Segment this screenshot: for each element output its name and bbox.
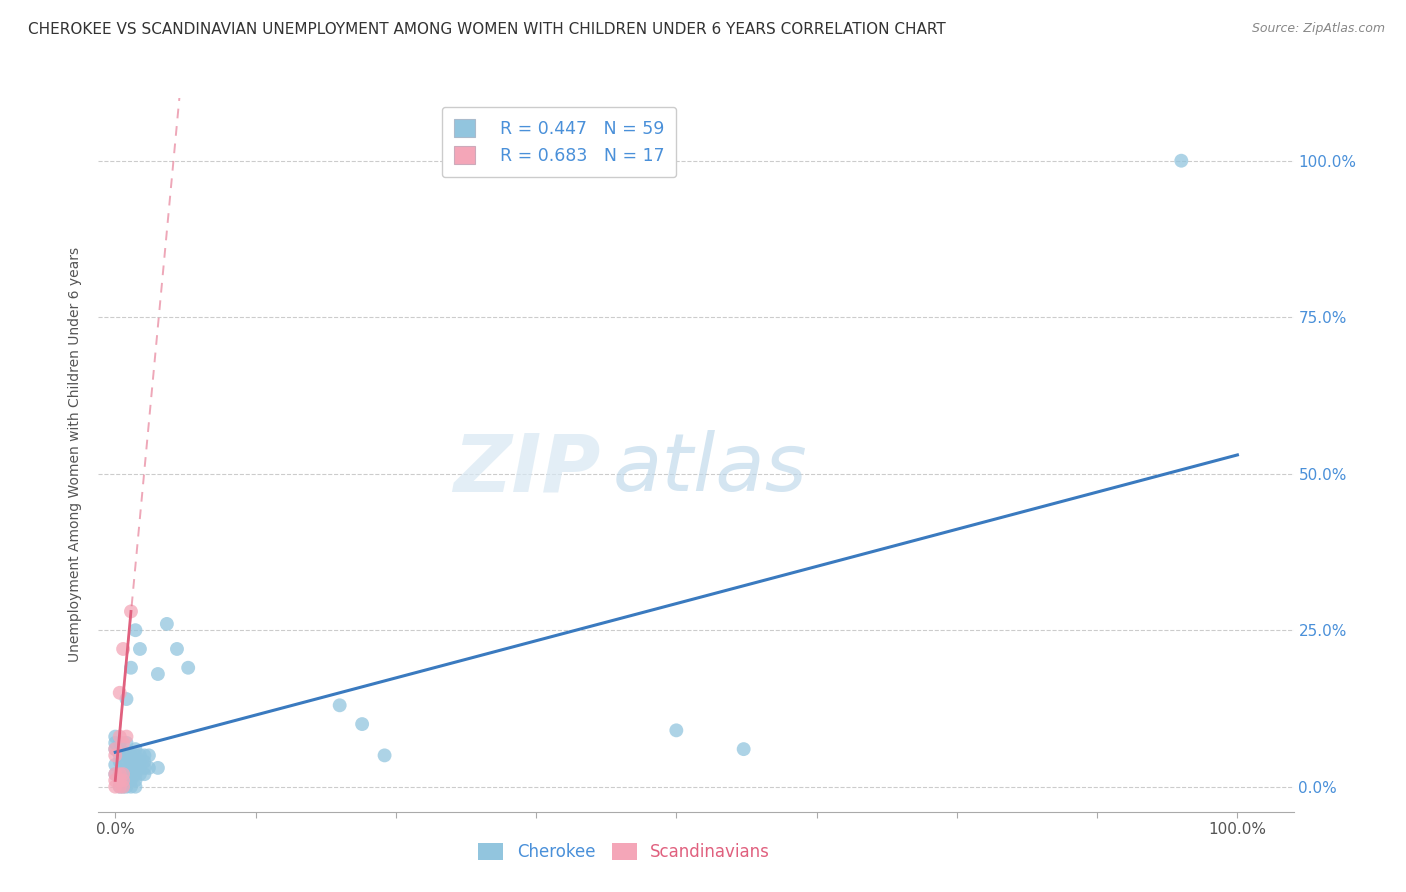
Point [104, 767, 127, 781]
Point [134, 761, 156, 775]
Point [104, 773, 127, 788]
Point [115, 692, 138, 706]
Point [115, 767, 138, 781]
Point [112, 642, 135, 657]
Point [112, 767, 135, 781]
Point [108, 773, 131, 788]
Text: CHEROKEE VS SCANDINAVIAN UNEMPLOYMENT AMONG WOMEN WITH CHILDREN UNDER 6 YEARS CO: CHEROKEE VS SCANDINAVIAN UNEMPLOYMENT AM… [28, 22, 946, 37]
Point [115, 730, 138, 744]
Point [146, 667, 169, 681]
Text: Source: ZipAtlas.com: Source: ZipAtlas.com [1251, 22, 1385, 36]
Point [112, 780, 135, 794]
Point [138, 748, 160, 763]
Point [104, 780, 127, 794]
Point [104, 736, 127, 750]
Point [120, 780, 142, 794]
Point [112, 745, 135, 759]
Point [124, 623, 146, 637]
Point [104, 748, 127, 763]
Point [108, 686, 131, 700]
Text: ZIP: ZIP [453, 430, 600, 508]
Point [104, 757, 127, 772]
Point [124, 773, 146, 788]
Point [108, 780, 131, 794]
Point [129, 642, 152, 657]
Point [108, 767, 131, 781]
Point [124, 761, 146, 775]
Point [120, 773, 142, 788]
Point [115, 780, 138, 794]
Point [108, 748, 131, 763]
Point [124, 748, 146, 763]
Point [129, 755, 152, 769]
Point [108, 755, 131, 769]
Point [177, 661, 200, 675]
Point [134, 767, 156, 781]
Point [120, 748, 142, 763]
Point [104, 742, 127, 756]
Point [156, 616, 179, 631]
Point [112, 780, 135, 794]
Y-axis label: Unemployment Among Women with Children Under 6 years: Unemployment Among Women with Children U… [69, 247, 83, 663]
Point [115, 736, 138, 750]
Point [352, 717, 374, 731]
Point [134, 755, 156, 769]
Point [129, 748, 152, 763]
Point [120, 661, 142, 675]
Point [1170, 153, 1192, 168]
Point [115, 773, 138, 788]
Point [124, 780, 146, 794]
Point [129, 767, 152, 781]
Point [108, 730, 131, 744]
Point [104, 730, 127, 744]
Point [112, 755, 135, 769]
Point [115, 748, 138, 763]
Point [104, 742, 127, 756]
Point [665, 723, 688, 738]
Point [120, 604, 142, 618]
Point [120, 767, 142, 781]
Point [329, 698, 352, 713]
Point [733, 742, 755, 756]
Point [124, 755, 146, 769]
Point [138, 761, 160, 775]
Point [108, 767, 131, 781]
Text: atlas: atlas [613, 430, 807, 508]
Point [108, 736, 131, 750]
Point [112, 736, 135, 750]
Point [112, 773, 135, 788]
Point [112, 767, 135, 781]
Point [120, 761, 142, 775]
Point [120, 755, 142, 769]
Point [112, 773, 135, 788]
Point [108, 780, 131, 794]
Point [134, 748, 156, 763]
Point [124, 767, 146, 781]
Point [115, 767, 138, 781]
Legend: Cherokee, Scandinavians: Cherokee, Scandinavians [472, 836, 776, 868]
Point [104, 767, 127, 781]
Point [374, 748, 396, 763]
Point [146, 761, 169, 775]
Point [129, 761, 152, 775]
Point [115, 761, 138, 775]
Point [166, 642, 188, 657]
Point [124, 742, 146, 756]
